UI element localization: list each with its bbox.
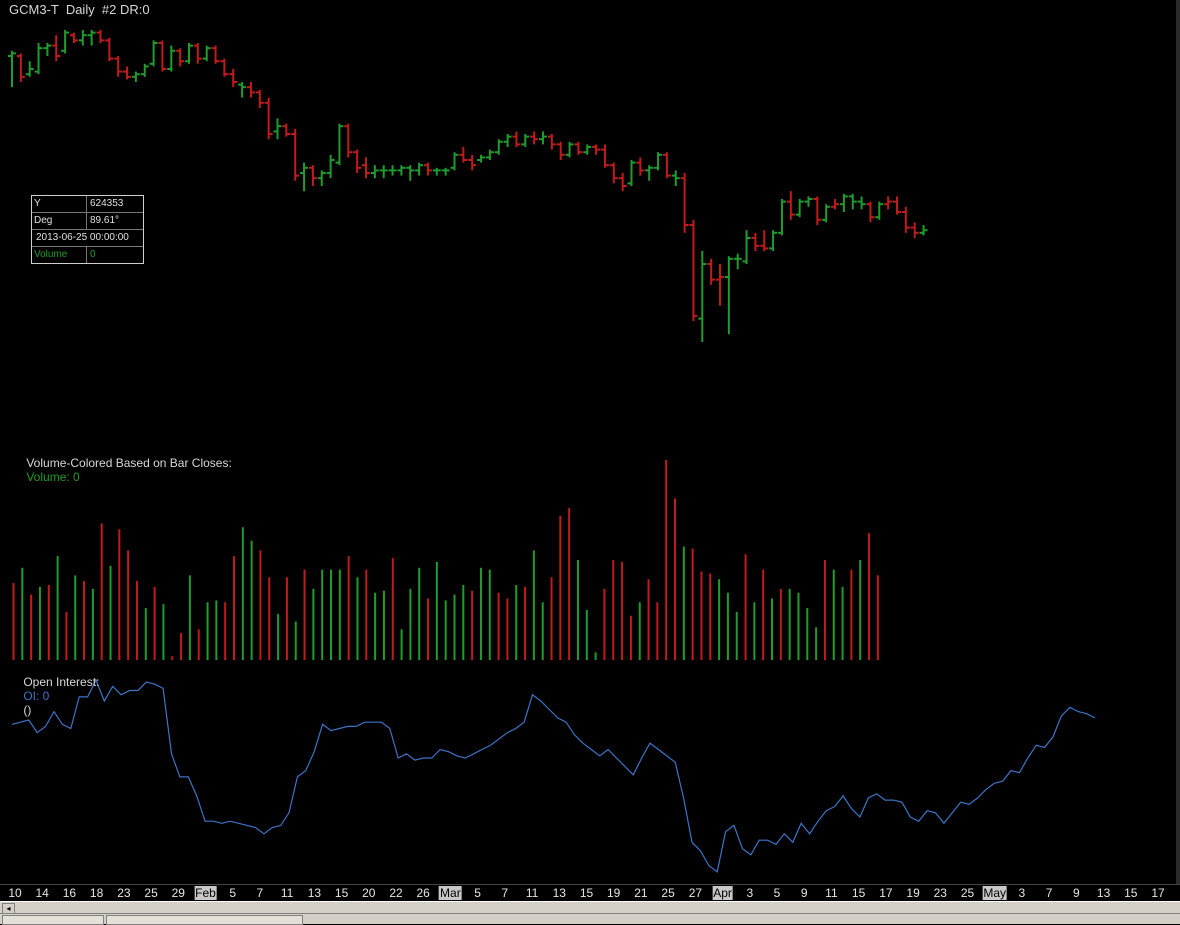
time-axis-tick-label: 25 <box>144 886 158 900</box>
time-axis-tick-label: 21 <box>634 886 648 900</box>
time-axis-tick-label: 7 <box>501 886 509 900</box>
time-axis-tick-label: 9 <box>1073 886 1080 900</box>
right-border <box>1176 0 1180 884</box>
time-axis-tick-label: 13 <box>1096 886 1111 900</box>
oi-panel-extra: () <box>23 703 32 717</box>
time-axis-tick-label: 17 <box>1151 886 1165 900</box>
volume-panel-label: Volume-Colored Based on Bar Closes: Volu… <box>13 442 232 498</box>
time-axis-tick-label: 5 <box>773 886 781 900</box>
time-axis-tick-label: 26 <box>416 886 430 900</box>
sheet-tab[interactable] <box>106 915 303 925</box>
time-axis-tick-label: 7 <box>1045 886 1053 900</box>
time-axis-month-label: Apr <box>712 886 733 900</box>
time-axis: 10 14 16 18 23 25 29 Feb 5 7 11 13 15 20 22 26 Mar 5 7 11 13… <box>0 884 1180 902</box>
time-axis-tick-label: 10 <box>8 886 22 900</box>
time-axis-tick-label: 19 <box>607 886 621 900</box>
horizontal-scrollbar[interactable]: ◂ <box>0 901 1180 915</box>
time-axis-tick-label: 18 <box>89 886 104 900</box>
time-axis-tick-label: 14 <box>35 886 49 900</box>
time-axis-tick-label: 7 <box>256 886 264 900</box>
time-axis-tick-label: 5 <box>474 886 481 900</box>
time-axis-tick-label: 3 <box>1018 886 1026 900</box>
volume-panel-value: Volume: 0 <box>26 470 80 484</box>
sheet-tab[interactable] <box>2 915 104 925</box>
time-axis-tick-label: 11 <box>280 886 294 900</box>
time-axis-tick-label: 11 <box>825 886 838 900</box>
time-axis-tick-label: 19 <box>906 886 920 900</box>
oi-panel-title: Open Interest: <box>23 675 100 689</box>
time-axis-tick-label: 15 <box>334 886 349 900</box>
data-window-datetime: 2013-06-25 00:00:00 <box>36 232 129 243</box>
data-window-key: Volume <box>32 247 87 263</box>
time-axis-tick-label: 16 <box>62 886 77 900</box>
time-axis-month-label: May <box>982 886 1008 900</box>
time-axis-tick-label: 17 <box>879 886 893 900</box>
data-window-value: 0 <box>90 249 96 260</box>
time-axis-tick-label: 9 <box>800 886 808 900</box>
time-axis-tick-label: 5 <box>229 886 237 900</box>
time-axis-tick-label: 22 <box>389 886 403 900</box>
chart-canvas[interactable] <box>0 0 1180 884</box>
time-axis-tick-label: 20 <box>362 886 376 900</box>
time-axis-tick-label: 25 <box>661 886 675 900</box>
data-window-key: Deg <box>32 213 87 229</box>
data-window-row-deg: Deg 89.61° <box>32 213 143 230</box>
time-axis-tick-label: 13 <box>307 886 322 900</box>
data-window-value: 624353 <box>90 198 124 209</box>
time-axis-tick-label: 23 <box>933 886 947 900</box>
time-axis-tick-label: 29 <box>171 886 185 900</box>
volume-panel-title: Volume-Colored Based on Bar Closes: <box>26 456 232 470</box>
time-axis-month-label: Mar <box>439 886 462 900</box>
open-interest-line <box>11 678 1096 873</box>
time-axis-tick-label: 27 <box>688 886 703 900</box>
data-window-value: 89.61° <box>90 215 120 226</box>
time-axis-tick-label: 25 <box>960 886 975 900</box>
time-axis-month-label: Feb <box>194 886 217 900</box>
bottom-tab-strip <box>0 913 1180 925</box>
oi-panel-value: OI: 0 <box>23 689 50 703</box>
chart-title: GCM3-T Daily #2 DR:0 <box>9 2 150 17</box>
data-window[interactable]: Y 624353 Deg 89.61° 2013-06-25 00:00:00 … <box>31 195 144 264</box>
data-window-key: Y <box>32 196 87 212</box>
time-axis-tick-label: 23 <box>117 886 131 900</box>
oi-panel-label: Open Interest: OI: 0 () <box>10 661 99 731</box>
time-axis-tick-label: 3 <box>746 886 754 900</box>
data-window-row-datetime: 2013-06-25 00:00:00 <box>32 230 143 247</box>
time-axis-tick-label: 15 <box>1124 886 1138 900</box>
time-axis-tick-label: 15 <box>851 886 866 900</box>
time-axis-tick-label: 13 <box>552 886 566 900</box>
time-axis-tick-label: 15 <box>579 886 594 900</box>
data-window-row-y: Y 624353 <box>32 196 143 213</box>
data-window-row-volume: Volume 0 <box>32 247 143 263</box>
time-axis-tick-label: 11 <box>525 886 539 900</box>
